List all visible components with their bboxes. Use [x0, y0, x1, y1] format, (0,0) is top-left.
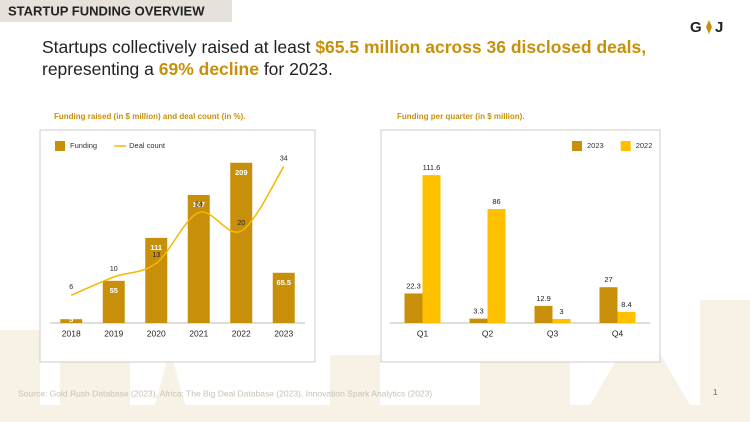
logo-g: G	[690, 19, 702, 36]
headline-segment: 69% decline	[159, 59, 259, 79]
bar-label: 5	[69, 315, 73, 324]
legend-label: 2022	[636, 141, 653, 150]
legend-swatch	[620, 141, 631, 151]
bar-label: 86	[492, 197, 500, 206]
bar	[487, 209, 506, 323]
chart-card	[39, 129, 316, 363]
bar-label: 111.6	[423, 163, 441, 172]
logo-j: J	[715, 19, 723, 36]
headline-segment: Startups collectively raised at least	[42, 37, 315, 57]
bar-label: 111	[150, 243, 162, 252]
bar-label: 8.4	[621, 300, 631, 309]
line-label: 24	[195, 201, 203, 208]
logo-icon	[706, 20, 712, 34]
legend-label: Funding	[70, 141, 97, 150]
bar	[422, 175, 441, 323]
x-tick-label: 2022	[232, 328, 251, 338]
bar-label: 65.5	[276, 278, 291, 287]
line-label: 10	[110, 266, 118, 273]
bar	[469, 318, 488, 323]
bar-label: 3.3	[473, 307, 483, 316]
bar	[145, 237, 168, 323]
bar-label: 22.3	[406, 281, 421, 290]
bar	[552, 319, 571, 323]
bar-label: 27	[604, 275, 612, 284]
bar	[534, 305, 553, 323]
line-label: 20	[237, 220, 245, 227]
x-tick-label: Q2	[482, 328, 494, 338]
bar-label: 55	[110, 286, 118, 295]
line	[70, 166, 285, 297]
headline: Startups collectively raised at least $6…	[42, 37, 646, 79]
x-tick-label: 2019	[104, 328, 123, 338]
bar-label: 12.9	[536, 294, 551, 303]
headline-segment: representing a	[42, 59, 159, 79]
skyline	[0, 300, 750, 422]
x-tick-label: 2021	[189, 328, 208, 338]
chart-title: Funding per quarter (in $ million).	[397, 112, 525, 121]
logo: G J	[690, 19, 723, 36]
bar-label: 209	[235, 168, 248, 177]
line-label: 6	[69, 284, 73, 291]
chart-title: Funding raised (in $ million) and deal c…	[54, 112, 246, 121]
bar	[404, 293, 423, 323]
headline-line: Startups collectively raised at least $6…	[42, 37, 646, 57]
headline-line: representing a 69% decline for 2023.	[42, 59, 333, 79]
x-tick-label: 2018	[62, 328, 81, 338]
x-tick-label: Q4	[612, 328, 624, 338]
x-tick-label: Q3	[547, 328, 559, 338]
legend-swatch	[55, 141, 65, 151]
source: Source: Gold Rush Database (2023), Afric…	[18, 388, 432, 398]
x-tick-label: Q1	[417, 328, 429, 338]
bar	[617, 311, 636, 323]
legend-swatch	[572, 141, 582, 151]
headline-segment: $65.5 million across 36 disclosed deals,	[315, 37, 646, 57]
bar-label: 3	[559, 307, 563, 316]
bar-label: 167	[192, 200, 205, 209]
line-label: 13	[152, 252, 160, 259]
page-number: 1	[713, 388, 718, 397]
header-bg	[0, 0, 232, 22]
legend-label: 2023	[587, 141, 604, 150]
bar	[230, 162, 253, 323]
bar	[60, 319, 83, 323]
legend-label: Deal count	[129, 141, 166, 150]
bar	[187, 194, 210, 323]
headline-segment: for 2023.	[259, 59, 333, 79]
bar	[102, 280, 125, 323]
header: STARTUP FUNDING OVERVIEW	[8, 3, 205, 18]
x-tick-label: 2020	[147, 328, 166, 338]
bar	[599, 287, 618, 323]
x-tick-label: 2023	[274, 328, 293, 338]
line-label: 34	[280, 155, 288, 162]
bar	[272, 272, 295, 323]
